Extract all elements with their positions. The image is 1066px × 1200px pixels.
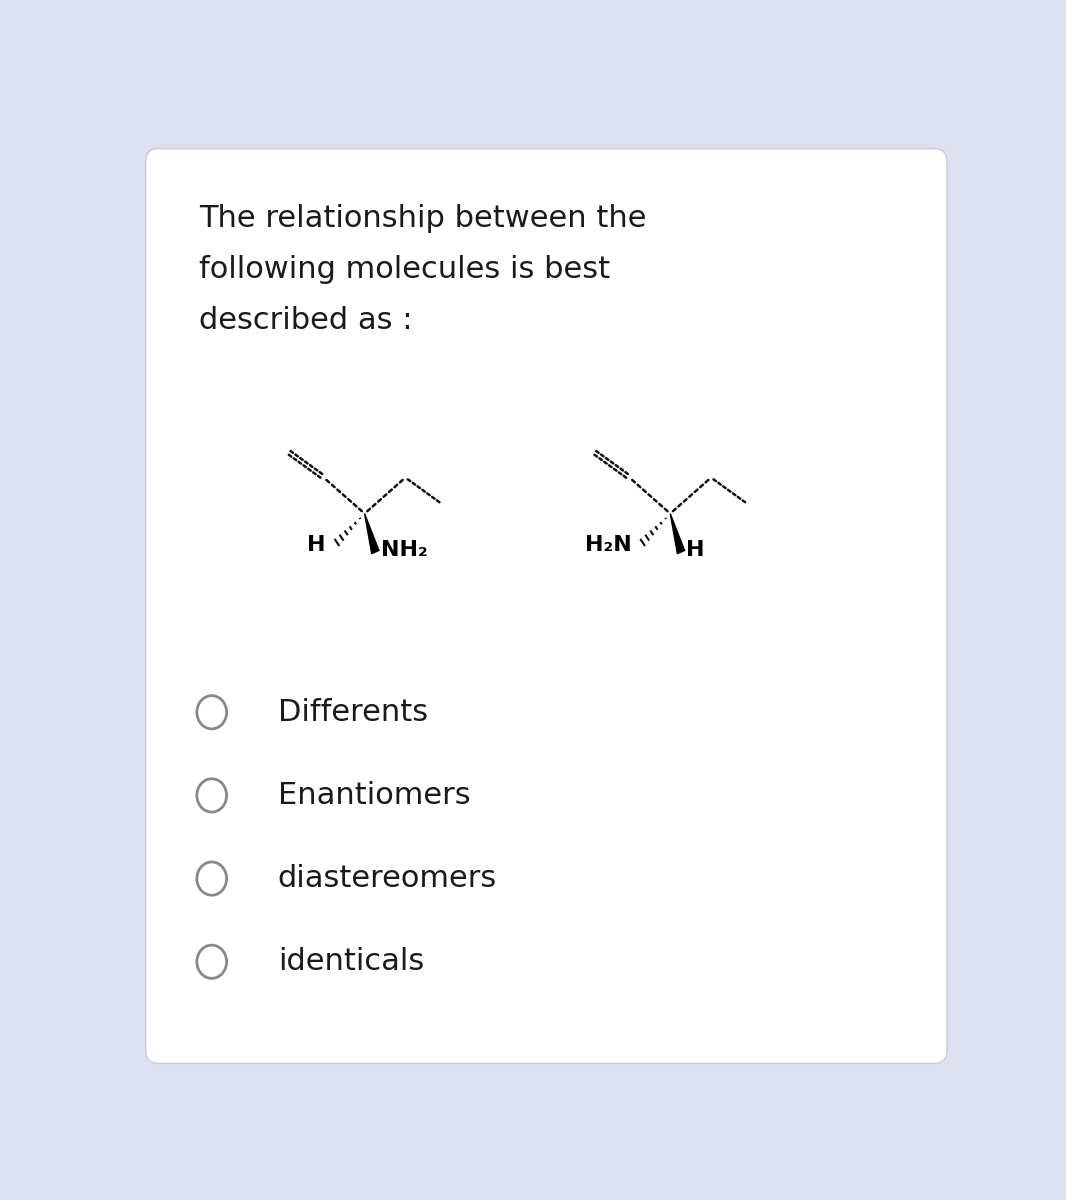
Text: following molecules is best: following molecules is best	[199, 254, 611, 284]
Circle shape	[197, 779, 227, 812]
Text: The relationship between the: The relationship between the	[199, 204, 647, 233]
Text: Enantiomers: Enantiomers	[278, 781, 470, 810]
Text: H₂N: H₂N	[585, 535, 631, 554]
Polygon shape	[671, 514, 684, 553]
Circle shape	[197, 696, 227, 728]
Text: NH₂: NH₂	[381, 540, 427, 559]
Text: H: H	[307, 535, 326, 554]
FancyBboxPatch shape	[146, 149, 947, 1063]
Circle shape	[197, 946, 227, 978]
Text: Differents: Differents	[278, 697, 427, 727]
Text: H: H	[687, 540, 705, 559]
Polygon shape	[365, 514, 378, 553]
Text: described as :: described as :	[199, 306, 413, 335]
Text: identicals: identicals	[278, 947, 424, 977]
Circle shape	[197, 862, 227, 895]
Text: diastereomers: diastereomers	[278, 864, 497, 893]
